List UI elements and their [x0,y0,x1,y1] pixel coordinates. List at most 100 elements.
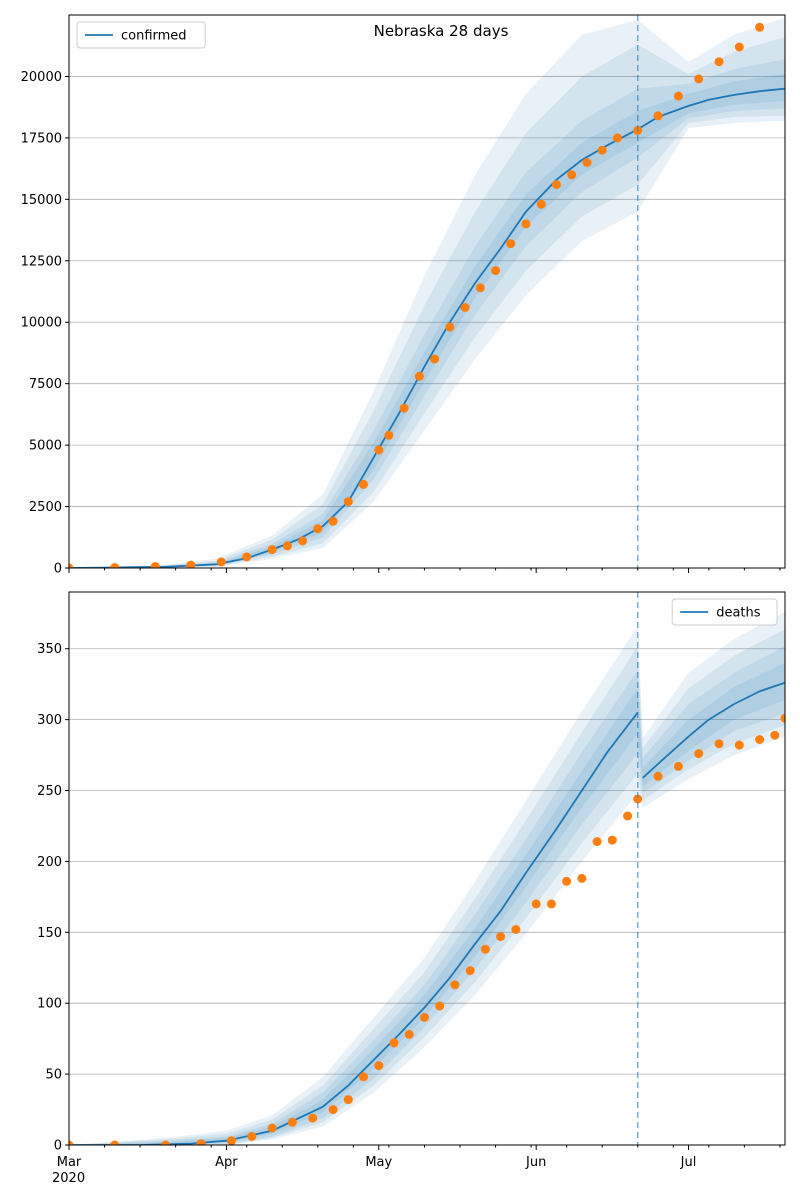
data-point [282,541,292,551]
plot-area [69,3,790,568]
data-point [287,1117,297,1127]
data-point [623,811,633,821]
uncertainty-band [69,17,785,568]
data-point [267,545,277,555]
confirmed-panel: 0 2500 5000 7500 10000 12500 15000 17500 20000 Ne… [21,3,790,577]
data-point [359,1072,368,1082]
data-point [69,563,74,568]
uncertainty-band [69,662,785,1145]
data-point [567,170,577,180]
data-point [389,1038,399,1048]
y-tick-label: 50 [45,1068,62,1083]
uncertainty-band [69,611,785,1145]
y-tick-label: 150 [37,926,62,941]
y-tick-label: 350 [37,642,62,657]
data-point [506,239,516,249]
y-tick-label: 2500 [29,500,62,515]
uncertainty-band [69,628,785,1145]
data-point [734,42,744,52]
data-point [465,966,475,976]
data-point [247,1132,257,1141]
y-tick-label: 12500 [21,254,62,269]
legend-box [671,598,778,626]
y-tick-label: 17500 [21,131,62,146]
data-point [612,133,622,143]
y-tick-label: 5000 [29,439,62,454]
data-point [196,1139,206,1145]
data-point [582,158,592,167]
data-point [694,74,704,84]
data-point [714,739,724,749]
x-tick-label: Apr [215,1155,238,1170]
data-point [110,1140,120,1145]
data-point [414,371,424,381]
data-point [491,266,501,276]
series-line [642,681,785,779]
y-tick-label: 0 [54,562,62,577]
x-tick-label: Mar [57,1155,82,1170]
data-point [673,91,683,101]
uncertainty-band [69,645,785,1145]
data-point [445,322,455,332]
data-point [313,524,323,534]
data-point [161,1140,170,1145]
data-point [242,552,252,562]
legend: deaths [671,598,778,626]
legend: confirmed [76,21,206,49]
y-tick-label: 10000 [21,316,62,331]
y-tick-label: 200 [37,855,62,870]
data-point [216,557,226,567]
y-tick-label: 20000 [21,70,62,85]
data-point [592,837,602,847]
data-point [496,932,506,942]
data-point [435,1001,445,1011]
data-point [404,1029,414,1039]
data-point [69,1140,74,1145]
data-point [343,1095,353,1105]
data-point [110,563,120,568]
data-point [577,873,587,883]
data-point [150,562,160,568]
series-line [69,711,639,1145]
data-point [562,876,572,886]
y-tick-label: 300 [37,713,62,728]
data-point [298,536,308,546]
uncertainty-band [69,59,785,568]
y-tick-label: 15000 [21,193,62,208]
data-point [673,761,683,771]
data-point [267,1123,277,1133]
data-point [374,445,384,455]
data-point [633,794,643,804]
legend-label: confirmed [121,29,187,44]
data-point [597,145,607,155]
data-point [755,735,765,744]
data-point [475,283,485,293]
data-point [781,3,790,12]
x-tick-label: Jul [680,1155,697,1170]
plot-area [69,611,785,1145]
x-tick-label: May [365,1155,392,1170]
data-point [343,497,353,507]
data-point [734,740,744,750]
data-point [227,1136,236,1145]
data-point [328,1105,338,1115]
y-tick-label: 0 [54,1139,62,1154]
data-point [653,771,663,781]
y-tick-label: 250 [37,784,62,799]
data-point [374,1061,384,1071]
data-point [308,1113,318,1123]
uncertainty-band [69,37,785,568]
data-point [770,730,780,740]
data-point [384,430,394,440]
legend-box [76,21,206,49]
data-point [430,354,440,364]
data-point [755,22,765,32]
legend-label: deaths [716,606,761,621]
y-tick-label: 7500 [29,377,62,392]
data-point [694,749,704,759]
axes-frame [68,14,786,569]
data-point [480,944,490,954]
data-point [653,111,663,121]
